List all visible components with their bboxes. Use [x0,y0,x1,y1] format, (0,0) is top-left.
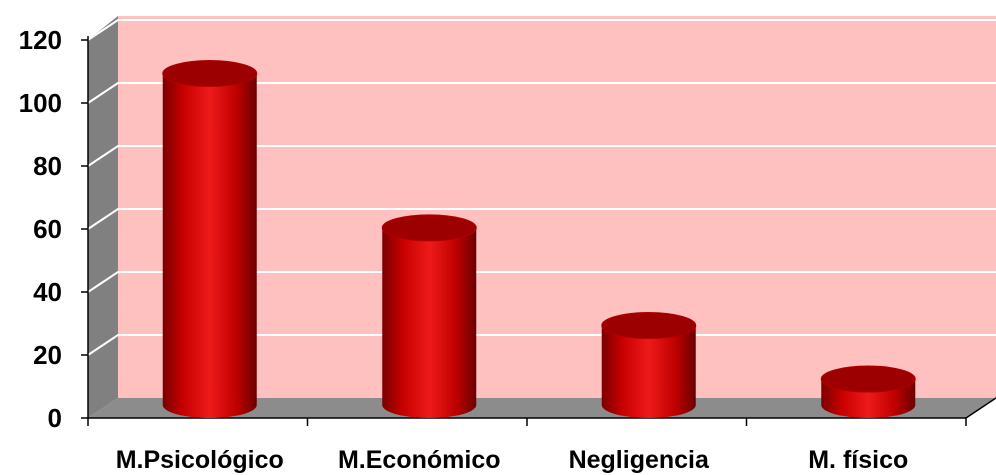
gridline [87,145,996,167]
y-tick-label: 0 [48,403,62,433]
bars [162,60,916,418]
x-category-label: M. físico [808,446,908,474]
y-tick-label: 20 [33,340,62,370]
y-tick-label: 120 [19,25,62,55]
bar [162,60,258,418]
gridline [87,334,996,356]
bar-top [820,365,916,393]
x-category-label: M.Psicológico [116,446,284,474]
bar-body [601,325,696,418]
y-tick-label: 80 [33,151,62,181]
axes [81,36,996,426]
gridlines [87,19,996,356]
bar [820,365,916,418]
y-tick-label: 100 [19,88,62,118]
x-category-label: M.Económico [338,446,501,474]
bar-top [162,60,258,87]
bar-body [382,227,477,418]
bar [601,312,697,418]
gridline [87,208,996,230]
bar [381,214,477,418]
x-axis-labels: M.Psicológico M.Económico Negligencia M. fí… [116,446,909,474]
gridline [87,82,996,104]
floor-edge [965,397,996,419]
x-category-label: Negligencia [569,446,710,474]
bar-top [601,312,697,339]
back-wall [118,16,996,398]
gridline [87,271,996,293]
y-tick-label: 40 [33,277,62,307]
gridline [87,19,996,41]
y-tick-label: 60 [33,214,62,244]
side-wall [88,16,118,418]
bar-body [162,73,257,418]
floor [88,398,996,418]
bar-top [381,214,477,242]
y-axis-ticks: 0 20 40 60 80 100 120 [19,25,62,433]
